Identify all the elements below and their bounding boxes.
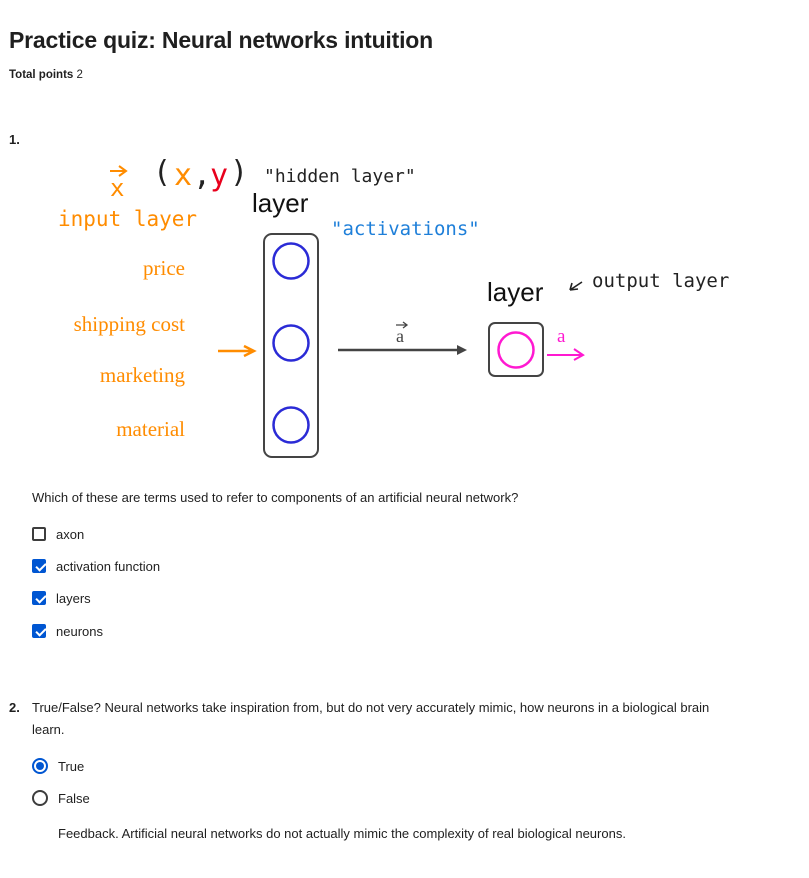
- total-points-label: Total points: [9, 69, 74, 81]
- option-label: True: [58, 758, 85, 774]
- option-label: axon: [56, 526, 85, 542]
- option-true[interactable]: True: [32, 756, 84, 776]
- xy-x: x: [174, 158, 192, 193]
- checkbox-icon[interactable]: [32, 527, 46, 541]
- option-activation-function[interactable]: activation function: [32, 556, 160, 576]
- xy-open-paren: (: [153, 155, 171, 190]
- feature-marketing: marketing: [100, 363, 186, 387]
- hidden-neuron-1: [272, 242, 310, 280]
- hidden-neuron-3: [272, 406, 310, 444]
- hidden-layer-box: [263, 233, 319, 458]
- total-points-value: 2: [76, 69, 83, 81]
- a-vector-label: a: [396, 326, 404, 346]
- question-2-number: 2.: [9, 700, 20, 715]
- radio-icon[interactable]: [32, 790, 48, 806]
- option-axon[interactable]: axon: [32, 524, 84, 544]
- feature-shipping-cost: shipping cost: [74, 312, 186, 336]
- output-a-label: a: [557, 326, 566, 347]
- hidden-layer-word: layer: [252, 188, 309, 218]
- neural-network-diagram: x ( x , y ) input layer "hidden layer" l…: [58, 155, 729, 458]
- radio-selected-icon[interactable]: [32, 758, 48, 774]
- option-layers[interactable]: layers: [32, 588, 91, 608]
- option-false[interactable]: False: [32, 788, 90, 808]
- question-2-feedback: Feedback. Artificial neural networks do …: [58, 826, 626, 841]
- xy-y: y: [210, 158, 228, 193]
- question-1-number: 1.: [9, 132, 20, 147]
- question-2-text-line-2: learn.: [32, 722, 65, 737]
- activation-arrowhead: [457, 345, 467, 355]
- activations-label: "activations": [331, 218, 480, 240]
- output-neuron: [497, 331, 535, 369]
- x-vector-arrow: [110, 165, 128, 177]
- output-layer-label: output layer: [592, 270, 729, 292]
- a-vector-arrow: [396, 321, 409, 329]
- total-points: Total points 2: [9, 69, 83, 81]
- feature-price: price: [143, 256, 185, 280]
- option-label: False: [58, 790, 90, 806]
- option-neurons[interactable]: neurons: [32, 621, 103, 641]
- output-layer-word: layer: [487, 277, 544, 307]
- xy-close-paren: ): [230, 155, 248, 190]
- option-label: layers: [56, 590, 91, 606]
- output-layer-pointer: [569, 281, 583, 291]
- question-2-text-line-1: True/False? Neural networks take inspira…: [32, 700, 710, 715]
- input-layer-label: input layer: [58, 207, 197, 231]
- checkbox-checked-icon[interactable]: [32, 591, 46, 605]
- question-1-text: Which of these are terms used to refer t…: [32, 490, 519, 505]
- option-label: neurons: [56, 623, 103, 639]
- xy-comma: ,: [193, 158, 211, 193]
- hidden-neuron-2: [272, 324, 310, 362]
- question-2-text: True/False? Neural networks take inspira…: [32, 697, 772, 741]
- feature-material: material: [116, 417, 185, 441]
- checkbox-checked-icon[interactable]: [32, 559, 46, 573]
- output-arrow: [547, 348, 585, 361]
- hidden-layer-label: "hidden layer": [264, 166, 416, 187]
- page-title: Practice quiz: Neural networks intuition: [9, 27, 433, 53]
- output-layer-box: [488, 322, 544, 377]
- input-arrow: [218, 344, 257, 358]
- x-vector-label: x: [110, 174, 124, 202]
- checkbox-checked-icon[interactable]: [32, 624, 46, 638]
- option-label: activation function: [56, 558, 161, 574]
